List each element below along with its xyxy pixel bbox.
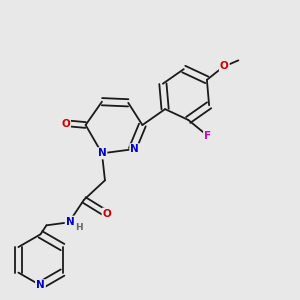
Text: N: N (130, 144, 139, 154)
Text: H: H (75, 223, 83, 232)
Text: N: N (98, 148, 106, 158)
Text: O: O (61, 118, 70, 128)
Text: N: N (66, 217, 74, 227)
Text: N: N (36, 280, 45, 290)
Text: O: O (220, 61, 229, 71)
Text: O: O (103, 208, 111, 219)
Text: F: F (204, 131, 211, 141)
